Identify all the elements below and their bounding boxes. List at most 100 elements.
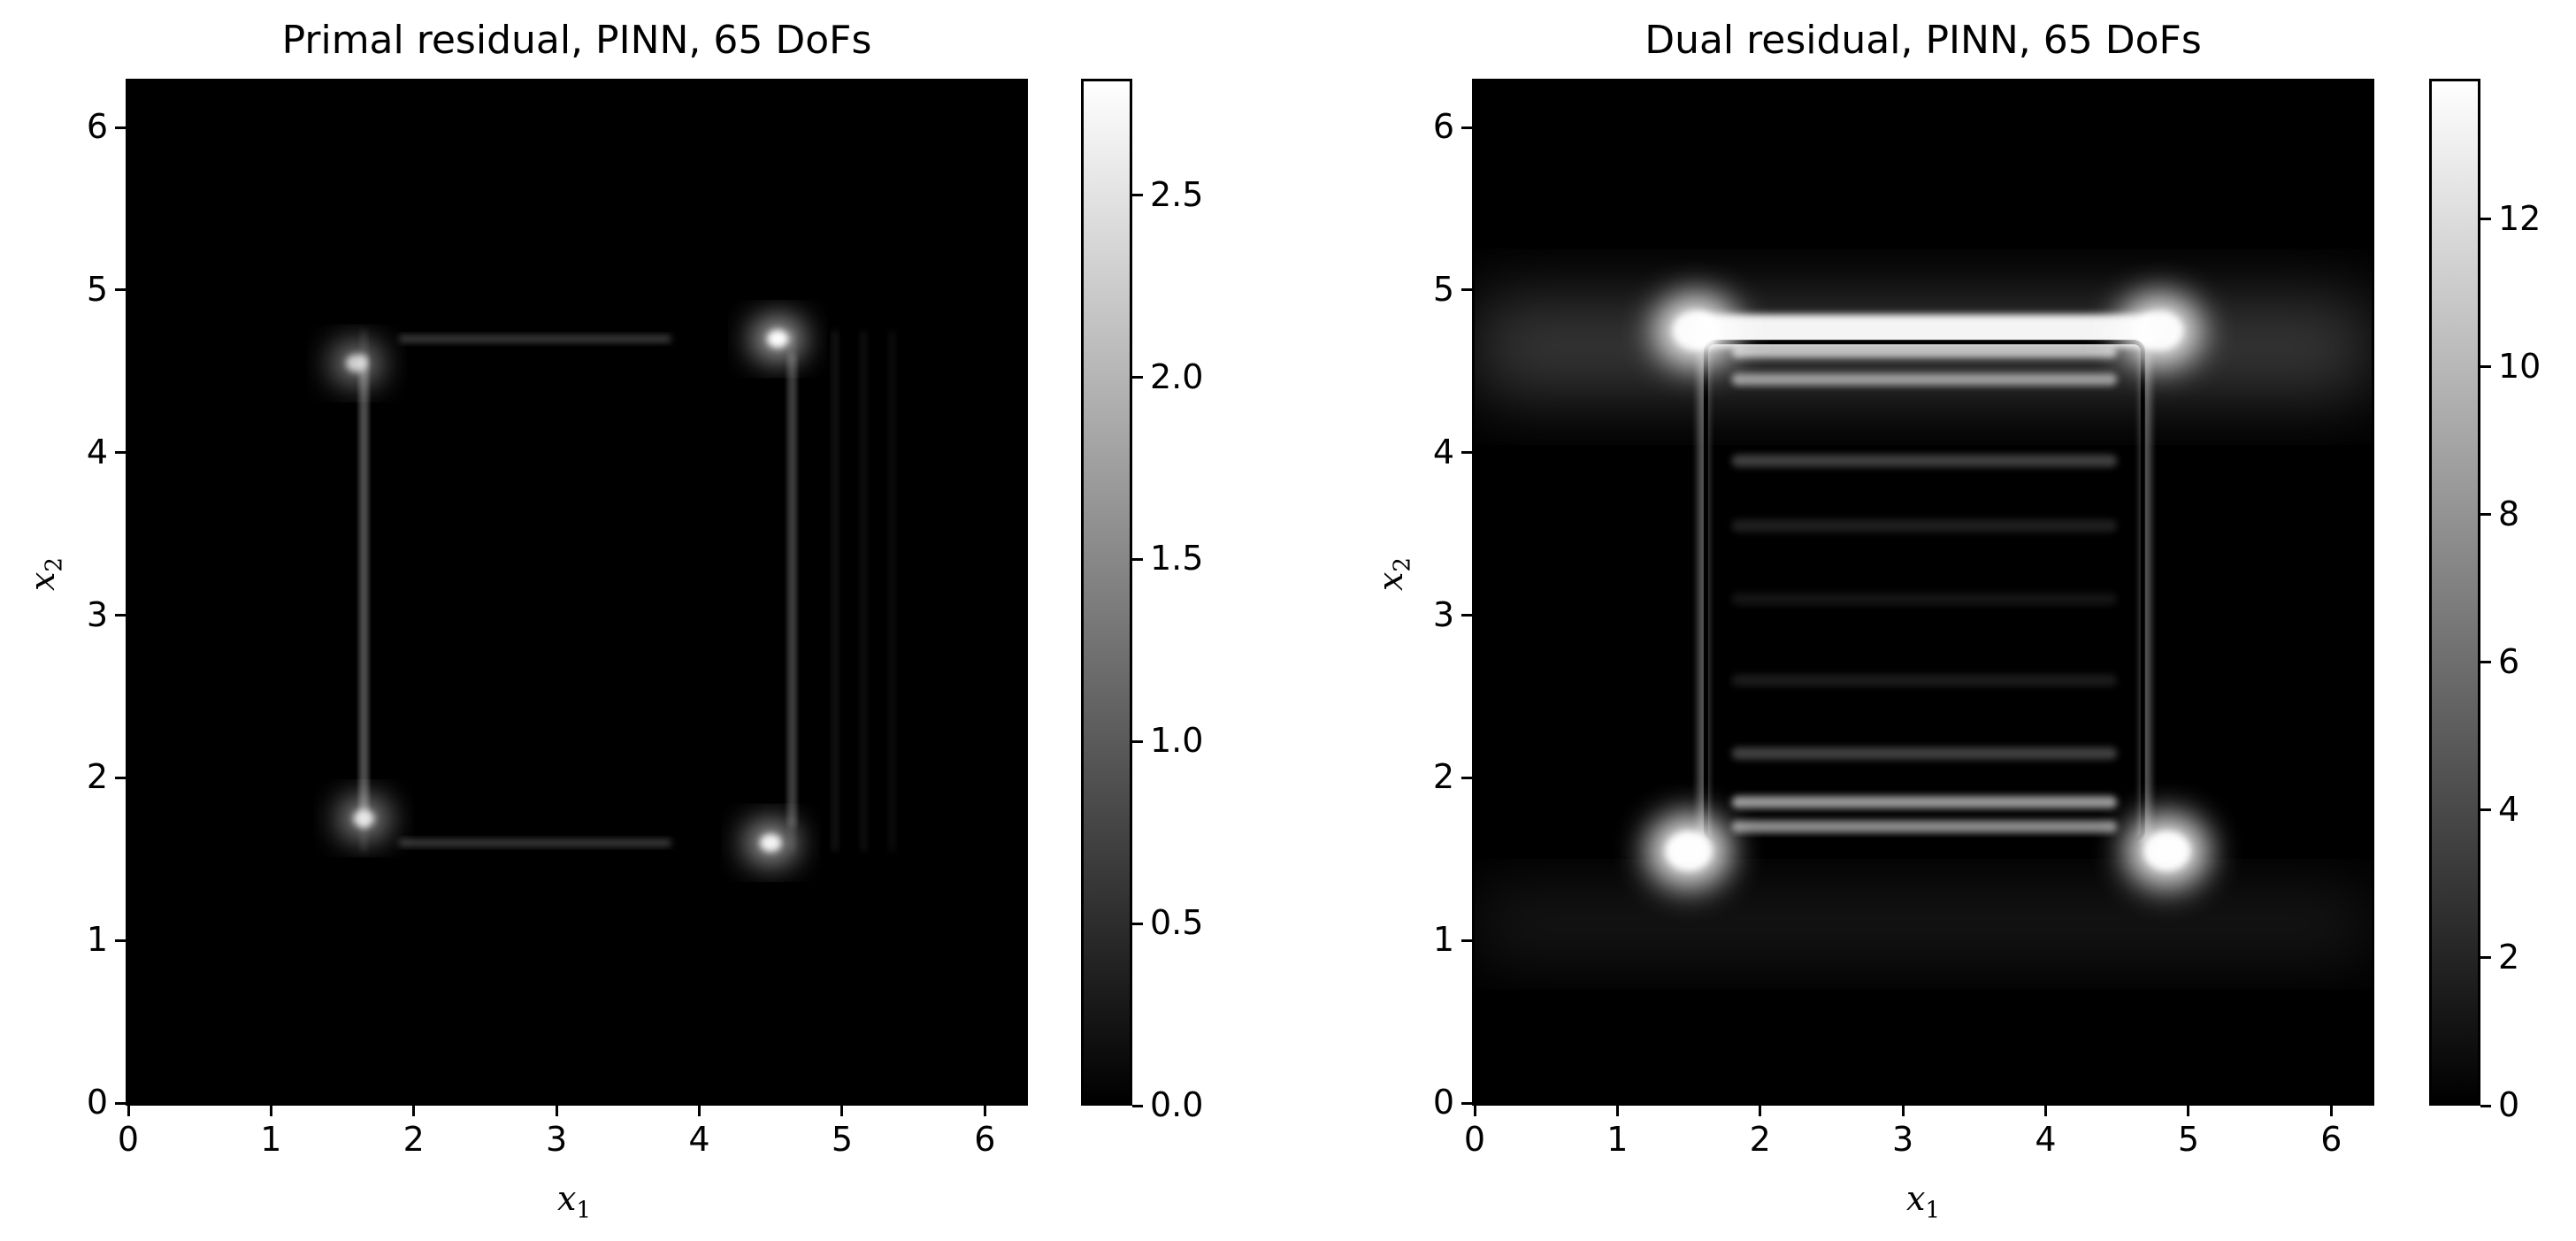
dual-xtick-5 [2187, 1106, 2190, 1116]
primal-streak-2 [832, 330, 838, 852]
dual-ytick-3 [1461, 614, 1472, 617]
dual-ring-5 [1731, 747, 2118, 760]
dual-ytick-5 [1461, 288, 1472, 292]
dual-ytick-label-0: 0 [1432, 1083, 1454, 1122]
primal-hotspot-core-0 [767, 330, 789, 349]
dual-ring-3 [1731, 593, 2118, 606]
primal-xtick-2 [412, 1106, 416, 1116]
primal-ytick-5 [115, 288, 126, 292]
dual-heatmap [1472, 79, 2374, 1106]
dual-ytick-0 [1461, 1101, 1472, 1105]
primal-heatmap-canvas [128, 81, 1025, 1103]
dual-ytick-label-6: 6 [1432, 107, 1454, 147]
primal-right-edge [788, 355, 796, 827]
dual-hotspot-core-1 [2143, 831, 2190, 871]
primal-xtick-label-4: 4 [688, 1120, 710, 1159]
primal-streak-4 [889, 330, 895, 852]
primal-title: Primal residual, PINN, 65 DoFs [281, 18, 872, 63]
dual-ring-7 [1731, 820, 2118, 833]
primal-ytick-label-1: 1 [86, 920, 108, 960]
primal-xtick-label-1: 1 [260, 1120, 282, 1159]
dual-cbar-tick-3 [2480, 661, 2491, 664]
primal-xtick-1 [269, 1106, 272, 1116]
dual-ring-2 [1731, 519, 2118, 532]
primal-ylabel: x2 [23, 557, 68, 591]
dual-cbar-tick-label-5: 10 [2498, 346, 2542, 386]
dual-ytick-label-5: 5 [1432, 269, 1454, 309]
primal-cbar-tick-label-0: 0.0 [1150, 1085, 1204, 1124]
dual-cbar-tick-4 [2480, 513, 2491, 517]
primal-cbar-tick-label-4: 2.0 [1150, 356, 1204, 396]
dual-cbar-tick-label-2: 4 [2498, 789, 2520, 829]
primal-cbar-tick-2 [1132, 739, 1143, 743]
primal-cbar-tick-3 [1132, 557, 1143, 561]
primal-hotspot-core-2 [353, 809, 375, 828]
primal-cbar-tick-label-3: 1.5 [1150, 539, 1204, 578]
primal-cbar-tick-label-1: 0.5 [1150, 903, 1204, 943]
primal-hotspot-core-3 [346, 354, 368, 372]
dual-xtick-4 [2044, 1106, 2048, 1116]
dual-xtick-2 [1759, 1106, 1762, 1116]
dual-structure [1475, 293, 2372, 957]
dual-hotspot-core-2 [1673, 310, 1720, 350]
primal-cbar-tick-label-5: 2.5 [1150, 174, 1204, 214]
dual-xtick-label-4: 4 [2035, 1120, 2057, 1159]
dual-xtick-label-0: 0 [1463, 1120, 1486, 1159]
dual-bottom-band [1475, 892, 2372, 957]
dual-hotspot-core-3 [2136, 310, 2183, 350]
dual-cbar-tick-label-1: 2 [2498, 937, 2520, 977]
dual-xtick-3 [1901, 1106, 1905, 1116]
dual-cbar-tick-6 [2480, 218, 2491, 221]
primal-ytick-label-6: 6 [86, 107, 108, 147]
dual-ylabel: x2 [1371, 557, 1416, 591]
dual-ytick-label-1: 1 [1432, 920, 1454, 960]
primal-xtick-3 [555, 1106, 558, 1116]
primal-cbar-tick-5 [1132, 194, 1143, 197]
primal-xtick-label-0: 0 [117, 1120, 140, 1159]
primal-background [128, 81, 1025, 1103]
dual-cbar-tick-5 [2480, 365, 2491, 369]
dual-xtick-label-5: 5 [2177, 1120, 2199, 1159]
primal-streak-3 [861, 330, 867, 852]
primal-cbar-tick-label-2: 1.0 [1150, 721, 1204, 761]
primal-cbar-tick-1 [1132, 922, 1143, 925]
primal-ytick-2 [115, 776, 126, 779]
primal-cbar-tick-0 [1132, 1104, 1143, 1107]
dual-ytick-2 [1461, 776, 1472, 779]
dual-ytick-label-4: 4 [1432, 432, 1454, 471]
dual-xtick-label-1: 1 [1606, 1120, 1629, 1159]
dual-xtick-label-3: 3 [1892, 1120, 1914, 1159]
dual-ytick-label-2: 2 [1432, 757, 1454, 797]
primal-xlabel: x1 [557, 1179, 591, 1224]
primal-ytick-3 [115, 614, 126, 617]
dual-xtick-label-6: 6 [2320, 1120, 2342, 1159]
dual-ytick-label-3: 3 [1432, 594, 1454, 634]
dual-xlabel: x1 [1906, 1179, 1940, 1224]
dual-xtick-1 [1615, 1106, 1619, 1116]
primal-colorbar [1081, 79, 1132, 1106]
primal-left-edge [360, 355, 368, 827]
primal-ytick-1 [115, 938, 126, 942]
primal-ytick-4 [115, 451, 126, 455]
dual-ring-1 [1731, 454, 2118, 467]
primal-xtick-0 [126, 1106, 130, 1116]
primal-xtick-label-2: 2 [402, 1120, 425, 1159]
dual-cbar-tick-label-6: 12 [2498, 198, 2542, 238]
primal-ytick-label-3: 3 [86, 594, 108, 634]
primal-ytick-label-5: 5 [86, 269, 108, 309]
dual-ring-0 [1731, 372, 2118, 386]
dual-ring-8 [1731, 345, 2118, 358]
dual-cbar-tick-label-3: 6 [2498, 641, 2520, 681]
primal-structure [332, 319, 895, 862]
dual-xtick-6 [2329, 1106, 2333, 1116]
dual-cbar-tick-0 [2480, 1104, 2491, 1107]
dual-title: Dual residual, PINN, 65 DoFs [1644, 18, 2202, 63]
dual-cbar-tick-label-4: 8 [2498, 494, 2520, 533]
dual-cbar-tick-label-0: 0 [2498, 1085, 2520, 1124]
dual-xtick-0 [1473, 1106, 1476, 1116]
primal-cbar-tick-4 [1132, 376, 1143, 379]
dual-cbar-tick-1 [2480, 956, 2491, 960]
primal-hedge-1 [399, 335, 671, 343]
primal-xtick-4 [698, 1106, 702, 1116]
dual-ytick-4 [1461, 451, 1472, 455]
